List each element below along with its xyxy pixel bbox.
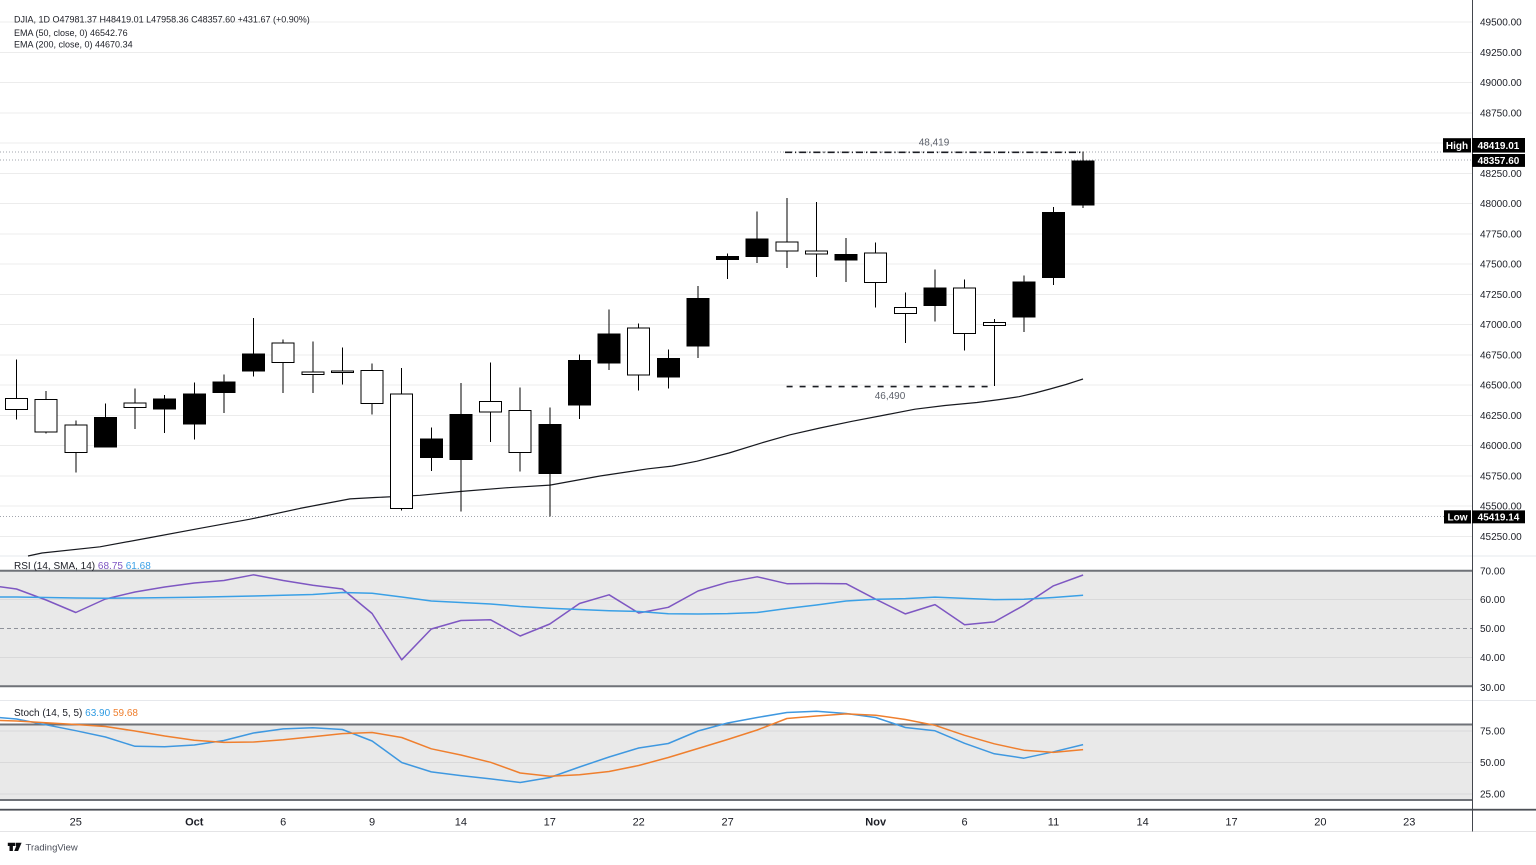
svg-text:Stoch (14, 5, 5) 63.90 59.68: Stoch (14, 5, 5) 63.90 59.68 (14, 708, 138, 719)
svg-text:70.00: 70.00 (1480, 566, 1505, 577)
svg-text:EMA (200, close, 0) 44670.34: EMA (200, close, 0) 44670.34 (14, 40, 133, 50)
svg-text:46,490: 46,490 (875, 391, 906, 402)
svg-text:48000.00: 48000.00 (1480, 199, 1522, 210)
svg-text:48250.00: 48250.00 (1480, 169, 1522, 180)
svg-text:47000.00: 47000.00 (1480, 320, 1522, 331)
svg-text:75.00: 75.00 (1480, 726, 1505, 737)
svg-text:EMA (50, close, 0) 46542.76: EMA (50, close, 0) 46542.76 (14, 28, 128, 38)
svg-text:60.00: 60.00 (1480, 595, 1505, 606)
svg-text:45500.00: 45500.00 (1480, 502, 1522, 513)
svg-text:47500.00: 47500.00 (1480, 260, 1522, 271)
svg-text:6: 6 (962, 817, 968, 829)
svg-text:High: High (1446, 141, 1468, 152)
svg-text:45419.14: 45419.14 (1478, 512, 1520, 523)
svg-text:22: 22 (633, 817, 645, 829)
svg-text:14: 14 (1136, 817, 1148, 829)
svg-text:48750.00: 48750.00 (1480, 108, 1522, 119)
svg-text:49500.00: 49500.00 (1480, 18, 1522, 29)
svg-text:40.00: 40.00 (1480, 653, 1505, 664)
svg-text:17: 17 (544, 817, 556, 829)
svg-text:46500.00: 46500.00 (1480, 381, 1522, 392)
svg-text:25.00: 25.00 (1480, 790, 1505, 801)
svg-text:25: 25 (70, 817, 82, 829)
svg-text:48419.01: 48419.01 (1478, 141, 1520, 152)
svg-text:DJIA, 1D O47981.37 H48419.01: DJIA, 1D O47981.37 H48419.01 L47958.36 C… (14, 14, 310, 24)
svg-text:20: 20 (1314, 817, 1326, 829)
svg-text:49250.00: 49250.00 (1480, 48, 1522, 59)
svg-text:30.00: 30.00 (1480, 683, 1505, 694)
svg-text:23: 23 (1403, 817, 1415, 829)
svg-text:48,419: 48,419 (919, 138, 950, 149)
svg-text:17: 17 (1225, 817, 1237, 829)
svg-text:45250.00: 45250.00 (1480, 532, 1522, 543)
svg-text:50.00: 50.00 (1480, 624, 1505, 635)
svg-text:49000.00: 49000.00 (1480, 78, 1522, 89)
svg-text:6: 6 (280, 817, 286, 829)
svg-text:Oct: Oct (185, 817, 204, 829)
svg-text:11: 11 (1048, 817, 1059, 829)
svg-text:Low: Low (1448, 512, 1468, 523)
svg-text:45750.00: 45750.00 (1480, 471, 1522, 482)
svg-text:47250.00: 47250.00 (1480, 290, 1522, 301)
svg-text:Nov: Nov (865, 817, 887, 829)
svg-text:TradingView: TradingView (26, 842, 78, 853)
svg-text:14: 14 (455, 817, 467, 829)
svg-text:48357.60: 48357.60 (1478, 156, 1520, 167)
svg-text:50.00: 50.00 (1480, 758, 1505, 769)
svg-text:46250.00: 46250.00 (1480, 411, 1522, 422)
svg-text:46000.00: 46000.00 (1480, 441, 1522, 452)
svg-text:27: 27 (721, 817, 733, 829)
svg-text:46750.00: 46750.00 (1480, 350, 1522, 361)
svg-text:9: 9 (369, 817, 375, 829)
svg-text:RSI (14, SMA, 14) 68.75 61.6: RSI (14, SMA, 14) 68.75 61.68 (14, 561, 151, 572)
svg-text:47750.00: 47750.00 (1480, 229, 1522, 240)
